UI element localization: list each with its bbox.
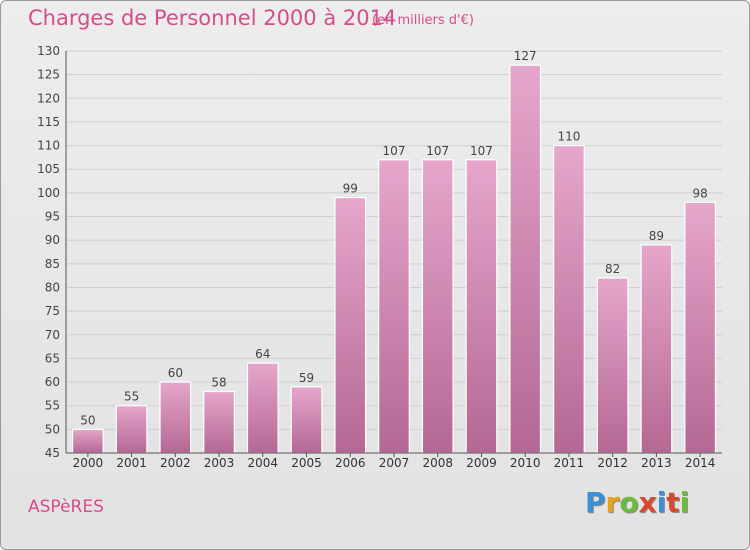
x-tick-label: 2014 (685, 456, 716, 470)
x-tick-label: 2006 (335, 456, 366, 470)
x-tick-label: 2005 (291, 456, 322, 470)
logo-letter: x (638, 486, 657, 519)
data-label: 55 (124, 390, 139, 404)
bar-2007[interactable] (378, 159, 410, 454)
x-tick-labels: 2000 2001 2002 2003 2004 2005 2006 2007 2008 2009… (73, 456, 716, 470)
x-tick-label: 2001 (116, 456, 147, 470)
bar-2011[interactable] (553, 144, 585, 454)
data-label: 110 (557, 130, 580, 144)
x-tick-label: 2008 (422, 456, 453, 470)
data-label: 50 (80, 413, 95, 427)
logo-letter: i (679, 486, 690, 519)
bar-2010[interactable] (509, 64, 542, 454)
y-tick-label: 45 (45, 446, 60, 460)
y-tick-label: 115 (37, 115, 60, 129)
y-tick-label: 130 (37, 44, 60, 58)
bar-2004[interactable] (246, 362, 279, 454)
x-tick-label: 2004 (248, 456, 279, 470)
y-tick-label: 75 (45, 304, 60, 318)
x-tick-label: 2013 (641, 456, 672, 470)
y-tick-label: 55 (45, 399, 60, 413)
bar-2000[interactable] (71, 428, 104, 454)
x-tick-label: 2003 (204, 456, 235, 470)
data-label: 89 (649, 229, 664, 243)
logo-letter: P (585, 486, 606, 519)
data-label: 98 (692, 186, 707, 200)
bar-2008[interactable] (421, 159, 454, 454)
y-tick-label: 110 (37, 139, 60, 153)
data-label: 59 (299, 371, 314, 385)
y-tick-label: 70 (45, 328, 60, 342)
logo-letter: i (656, 486, 667, 519)
bar-2002[interactable] (159, 381, 192, 454)
data-labels: 50 55 60 58 64 59 99 107 107 107 127 110 82 89 98 (80, 49, 708, 427)
y-tick-label: 50 (45, 422, 60, 436)
y-tick-label: 90 (45, 233, 60, 247)
axes (65, 51, 722, 457)
commune-name: ASPèRES (28, 497, 104, 517)
y-tick-labels: 45 50 55 60 65 70 75 80 85 90 95 100 105 110 115 120 125… (37, 44, 60, 460)
data-label: 82 (605, 262, 620, 276)
proxiti-logo[interactable]: Proxiti (585, 489, 689, 517)
logo-letter: t (666, 486, 680, 519)
x-tick-label: 2002 (160, 456, 191, 470)
data-label: 64 (255, 347, 270, 361)
bar-2013[interactable] (640, 244, 673, 454)
y-tick-label: 95 (45, 210, 60, 224)
logo-letter: r (605, 486, 620, 519)
logo-letter: o (619, 486, 639, 519)
y-tick-label: 105 (37, 162, 60, 176)
chart-title: Charges de Personnel 2000 à 2014 (28, 6, 397, 30)
bar-2006[interactable] (334, 197, 367, 454)
y-tick-label: 85 (45, 257, 60, 271)
data-label: 107 (383, 144, 406, 158)
data-label: 107 (426, 144, 449, 158)
data-label: 107 (470, 144, 493, 158)
x-tick-label: 2007 (379, 456, 410, 470)
bar-2003[interactable] (203, 390, 235, 454)
y-tick-label: 65 (45, 351, 60, 365)
bar-2014[interactable] (684, 201, 717, 454)
y-tick-label: 125 (37, 68, 60, 82)
x-tick-label: 2010 (510, 456, 541, 470)
y-tick-label: 120 (37, 91, 60, 105)
bar-2001[interactable] (115, 405, 148, 454)
y-tick-label: 80 (45, 280, 60, 294)
y-tick-label: 100 (37, 186, 60, 200)
x-tick-label: 2009 (466, 456, 497, 470)
chart-subtitle: (en milliers d'€) (372, 13, 474, 28)
data-label: 60 (168, 366, 183, 380)
bar-2009[interactable] (465, 159, 498, 454)
data-label: 127 (514, 49, 537, 63)
x-tick-label: 2011 (554, 456, 585, 470)
x-tick-label: 2012 (597, 456, 628, 470)
bar-2012[interactable] (596, 277, 629, 454)
bar-2005[interactable] (290, 386, 323, 454)
x-tick-label: 2000 (73, 456, 104, 470)
bars (71, 64, 717, 454)
data-label: 99 (343, 182, 358, 196)
data-label: 58 (211, 376, 226, 390)
y-tick-label: 60 (45, 375, 60, 389)
